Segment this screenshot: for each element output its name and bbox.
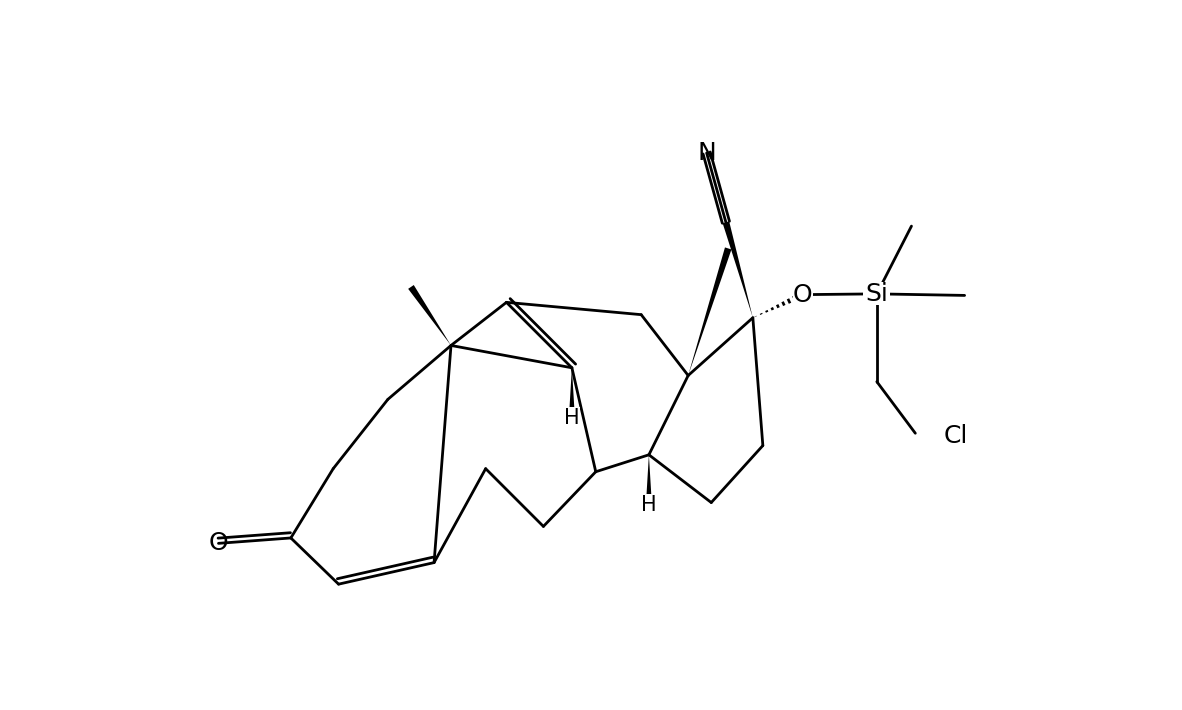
Polygon shape bbox=[569, 368, 574, 418]
Bar bbox=[793, 283, 812, 306]
Text: H: H bbox=[564, 408, 579, 428]
Text: Si: Si bbox=[865, 282, 888, 306]
Text: O: O bbox=[793, 283, 813, 307]
Bar bbox=[641, 494, 657, 515]
Polygon shape bbox=[408, 285, 452, 346]
Bar bbox=[564, 407, 580, 429]
Text: Cl: Cl bbox=[943, 424, 968, 447]
Text: O: O bbox=[209, 531, 228, 555]
Polygon shape bbox=[688, 247, 732, 376]
Polygon shape bbox=[722, 222, 753, 318]
Bar bbox=[863, 283, 890, 305]
Text: H: H bbox=[641, 495, 657, 515]
Polygon shape bbox=[645, 455, 652, 505]
Text: N: N bbox=[697, 141, 716, 165]
